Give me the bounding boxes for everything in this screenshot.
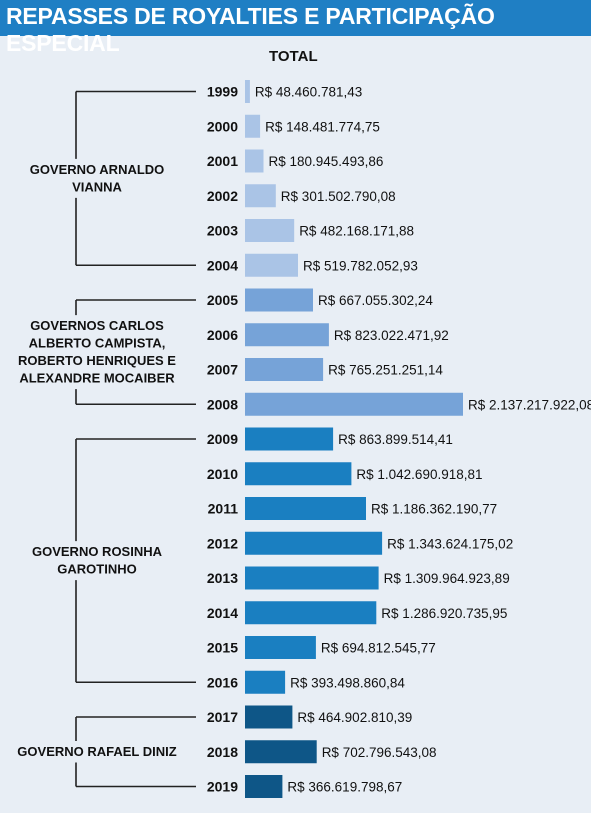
chart-title: REPASSES DE ROYALTIES E PARTICIPAÇÃO ESP…: [6, 3, 495, 56]
year-label: 2005: [207, 292, 238, 308]
value-label: R$ 48.460.781,43: [255, 85, 362, 100]
bar: [245, 323, 329, 347]
year-label: 2000: [207, 118, 238, 134]
group-label-bg: [26, 541, 171, 581]
value-label: R$ 464.902.810,39: [297, 710, 412, 725]
value-label: R$ 823.022.471,92: [334, 328, 449, 343]
value-label: R$ 1.286.920.735,95: [381, 606, 507, 621]
value-label: R$ 366.619.798,67: [287, 780, 402, 795]
bar: [245, 358, 324, 381]
group-label-line: VIANNA: [72, 179, 122, 194]
bar: [245, 740, 317, 764]
bar: [245, 80, 250, 103]
year-label: 2009: [207, 431, 238, 447]
group-label: GOVERNO ARNALDO VIANNA: [30, 162, 165, 195]
group-label-line: ROBERTO HENRIQUES E: [18, 353, 176, 368]
bar: [245, 775, 283, 798]
value-label: R$ 1.042.690.918,81: [356, 467, 482, 482]
title-bar: REPASSES DE ROYALTIES E PARTICIPAÇÃO ESP…: [0, 0, 591, 56]
value-label: R$ 1.186.362.190,77: [371, 502, 497, 517]
value-label: R$ 482.168.171,88: [299, 224, 414, 239]
value-label: R$ 702.796.543,08: [322, 745, 437, 760]
group-label-line: GOVERNO ROSINHA: [32, 544, 163, 559]
bar: [245, 705, 293, 729]
total-column-label: TOTAL: [269, 48, 318, 65]
value-label: R$ 519.782.052,93: [303, 258, 418, 273]
year-label: 2016: [207, 674, 238, 690]
group-label-bg: [26, 741, 171, 763]
bar: [245, 114, 261, 138]
year-label: 1999: [207, 84, 238, 100]
group-label-line: GOVERNO ARNALDO: [30, 162, 165, 177]
value-label: R$ 667.055.302,24: [318, 293, 433, 308]
value-label: R$ 2.137.217.922,08: [468, 397, 591, 412]
year-label: 2006: [207, 327, 238, 343]
year-label: 2018: [207, 744, 238, 760]
year-label: 2014: [207, 605, 238, 621]
year-label: 2002: [207, 188, 238, 204]
year-label: 2011: [208, 501, 239, 517]
bar: [245, 670, 286, 694]
group-label: GOVERNOS CARLOS ALBERTO CAMPISTA, ROBERTO …: [18, 318, 176, 386]
bar: [245, 566, 379, 590]
bar: [245, 253, 298, 277]
year-label: 2015: [207, 640, 238, 656]
year-label: 2007: [207, 362, 238, 378]
bar: [245, 184, 276, 208]
value-label: R$ 694.812.545,77: [321, 641, 436, 656]
value-label: R$ 863.899.514,41: [338, 432, 453, 447]
bar: [245, 288, 313, 312]
bar: [245, 531, 383, 555]
group-label: GOVERNO RAFAEL DINIZ: [17, 744, 176, 759]
year-label: 2013: [207, 570, 238, 586]
bar: [245, 636, 316, 659]
year-label: 2019: [207, 779, 238, 795]
year-label: 2004: [207, 257, 238, 273]
group-label-line: GOVERNO RAFAEL DINIZ: [17, 744, 176, 759]
bar: [245, 462, 352, 486]
group-label: GOVERNO ROSINHA GAROTINHO: [32, 544, 163, 577]
bar: [245, 601, 377, 625]
group-label-line: GOVERNOS CARLOS: [30, 318, 164, 333]
group-label-line: ALBERTO CAMPISTA,: [29, 336, 166, 351]
bar: [245, 392, 463, 416]
year-label: 2003: [207, 223, 238, 239]
group-label-line: ALEXANDRE MOCAIBER: [19, 371, 175, 386]
bar: [245, 497, 366, 520]
value-label: R$ 393.498.860,84: [290, 675, 405, 690]
group-label-line: GAROTINHO: [57, 562, 136, 577]
value-label: R$ 148.481.774,75: [265, 119, 380, 134]
year-label: 2010: [207, 466, 238, 482]
group-label-bg: [26, 158, 171, 198]
bar: [245, 219, 295, 242]
group-label-bg: [26, 315, 171, 390]
bar: [245, 149, 264, 173]
year-label: 2017: [207, 709, 238, 725]
value-label: R$ 1.309.964.923,89: [384, 571, 510, 586]
year-label: 2001: [207, 153, 238, 169]
year-label: 2008: [207, 396, 238, 412]
bar: [245, 427, 334, 451]
year-label: 2012: [207, 535, 238, 551]
value-label: R$ 765.251.251,14: [328, 363, 443, 378]
value-label: R$ 1.343.624.175,02: [387, 536, 513, 551]
value-label: R$ 301.502.790,08: [281, 189, 396, 204]
value-label: R$ 180.945.493,86: [269, 154, 384, 169]
